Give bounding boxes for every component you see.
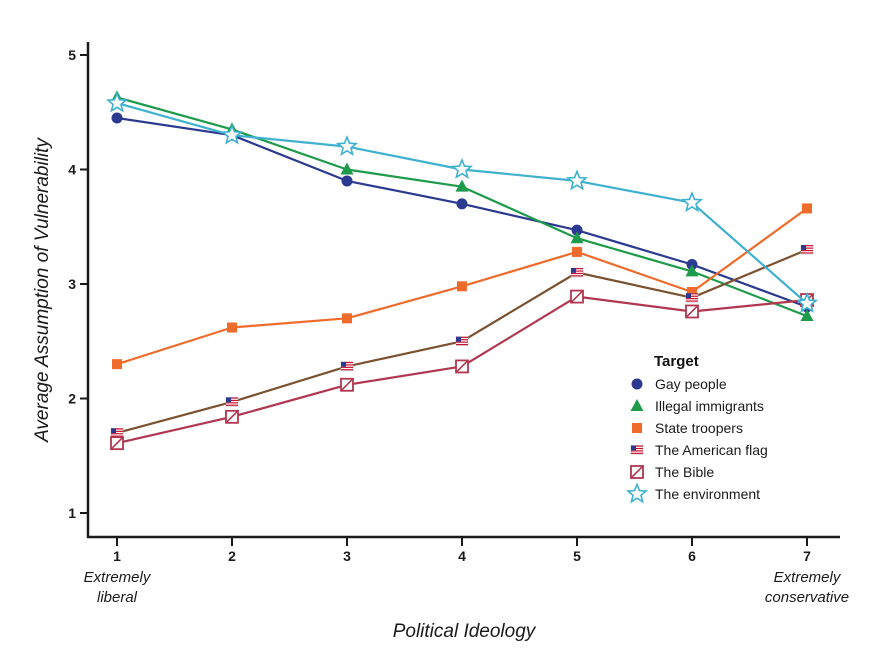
point-the-american-flag-1: [110, 428, 124, 438]
point-the-environment-1: [105, 91, 129, 113]
point-the-environment-3: [335, 134, 359, 157]
point-state-troopers-6: [687, 287, 697, 298]
point-the-bible-6: [685, 304, 699, 319]
legend-marker-the-american-flag: [630, 445, 644, 455]
point-the-environment-4: [450, 157, 474, 179]
x-tick-label-6: 6: [688, 548, 696, 564]
y-tick-label-2: 2: [68, 391, 76, 407]
series-the-american-flag: [110, 244, 814, 438]
legend-marker-the-environment: [625, 482, 649, 504]
x-end-label-left-line1: Extremely: [84, 569, 152, 586]
x-tick-label-7: 7: [803, 548, 811, 564]
legend-label-the-bible: The Bible: [655, 464, 714, 480]
series-state-troopers: [112, 203, 812, 370]
point-the-american-flag-2: [225, 397, 239, 407]
y-axis-title: Average Assumption of Vulnerability: [32, 137, 53, 443]
point-illegal-immigrants-6: [685, 264, 699, 277]
x-tick-label-3: 3: [343, 548, 351, 564]
point-gay-people-1: [111, 112, 123, 124]
point-state-troopers-1: [112, 359, 122, 370]
legend-label-the-environment: The environment: [655, 486, 760, 502]
point-the-bible-5: [570, 289, 584, 304]
series-the-environment: [105, 91, 819, 313]
point-the-american-flag-7: [800, 244, 814, 255]
x-tick-label-5: 5: [573, 548, 581, 564]
x-end-label-left-line2: liberal: [97, 589, 138, 606]
point-state-troopers-5: [572, 246, 582, 257]
point-the-environment-2: [220, 123, 244, 145]
point-gay-people-4: [456, 198, 468, 210]
point-illegal-immigrants-5: [570, 231, 584, 244]
legend-label-illegal-immigrants: Illegal immigrants: [655, 398, 764, 414]
point-the-bible-1: [110, 436, 124, 451]
legend-label-the-american-flag: The American flag: [655, 442, 768, 458]
point-gay-people-3: [341, 175, 353, 187]
point-state-troopers-3: [342, 313, 352, 324]
y-tick-label-4: 4: [68, 162, 76, 178]
y-tick-label-5: 5: [68, 47, 76, 63]
point-state-troopers-7: [802, 203, 812, 214]
point-the-environment-7: [795, 291, 819, 313]
point-gay-people-5: [571, 224, 583, 236]
y-tick-label-3: 3: [68, 276, 76, 292]
x-tick-group: 1 2 3 4 5 6 7: [113, 538, 811, 564]
legend-label-gay-people: Gay people: [655, 376, 727, 392]
legend-marker-state-troopers: [632, 423, 642, 433]
point-state-troopers-2: [227, 322, 237, 333]
point-illegal-immigrants-7: [800, 309, 814, 322]
legend-label-state-troopers: State troopers: [655, 420, 743, 436]
point-the-american-flag-5: [570, 267, 584, 278]
x-tick-label-4: 4: [458, 548, 466, 564]
legend: Target Gay people Illegal immigrants State…: [625, 353, 768, 504]
point-the-bible-4: [455, 359, 469, 374]
x-tick-label-2: 2: [228, 548, 236, 564]
legend-marker-the-bible: [630, 465, 644, 479]
point-the-american-flag-6: [685, 292, 699, 303]
y-tick-group: 1 2 3 4 5: [68, 47, 88, 521]
point-illegal-immigrants-4: [455, 179, 469, 192]
legend-marker-gay-people: [631, 378, 643, 390]
point-the-environment-6: [680, 191, 704, 213]
point-the-bible-2: [225, 409, 239, 424]
x-axis-title: Political Ideology: [393, 621, 537, 642]
point-the-american-flag-4: [455, 336, 469, 346]
point-illegal-immigrants-3: [340, 162, 354, 175]
point-the-bible-3: [340, 377, 354, 392]
x-end-label-right-line1: Extremely: [774, 569, 842, 586]
point-the-american-flag-3: [340, 361, 354, 372]
legend-marker-illegal-immigrants: [630, 399, 644, 411]
x-end-label-right-line2: conservative: [765, 589, 849, 606]
legend-title: Target: [654, 353, 699, 370]
point-the-environment-5: [565, 169, 589, 191]
x-tick-label-1: 1: [113, 548, 121, 564]
series-layer: [105, 90, 819, 451]
y-tick-label-1: 1: [68, 505, 76, 521]
point-state-troopers-4: [457, 281, 467, 292]
